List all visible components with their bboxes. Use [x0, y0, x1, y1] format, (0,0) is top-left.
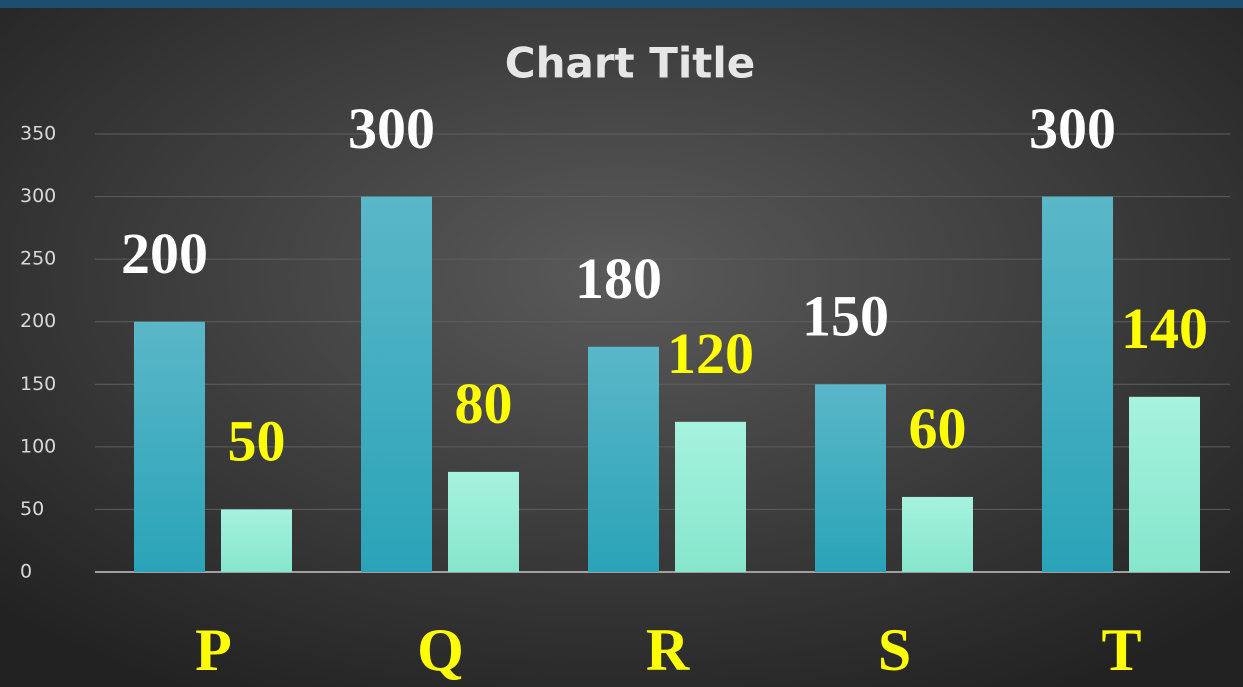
y-tick-label: 0 [20, 561, 32, 583]
x-tick-label: S [878, 617, 911, 683]
data-label: 140 [1121, 296, 1208, 361]
data-label: 120 [667, 321, 754, 386]
bar [1042, 196, 1113, 573]
bar [815, 384, 886, 572]
data-label: 300 [1029, 96, 1116, 161]
bar [134, 321, 205, 572]
y-tick-label: 350 [20, 123, 56, 145]
data-label: 50 [228, 409, 286, 474]
data-label: 60 [909, 396, 967, 461]
y-tick-label: 150 [20, 373, 56, 395]
y-tick-label: 100 [20, 435, 56, 457]
data-label: 80 [455, 371, 513, 436]
bar [588, 346, 659, 572]
bar [361, 196, 432, 573]
top-strip [0, 0, 1243, 8]
x-tick-label: Q [417, 617, 464, 683]
x-tick-label: P [195, 617, 232, 683]
bar [902, 496, 973, 572]
x-tick-label: R [646, 617, 690, 683]
bar [1129, 396, 1200, 572]
x-tick-label: T [1101, 617, 1141, 683]
y-tick-label: 250 [20, 248, 56, 270]
bar [221, 509, 292, 572]
bar [675, 421, 746, 572]
data-label: 180 [575, 246, 662, 311]
y-tick-label: 50 [20, 498, 44, 520]
data-label: 200 [121, 221, 208, 286]
data-label: 150 [802, 284, 889, 349]
y-tick-label: 300 [20, 185, 56, 207]
data-label: 300 [348, 96, 435, 161]
bar [448, 471, 519, 572]
chart-title: Chart Title [505, 39, 755, 88]
y-tick-label: 200 [20, 310, 56, 332]
